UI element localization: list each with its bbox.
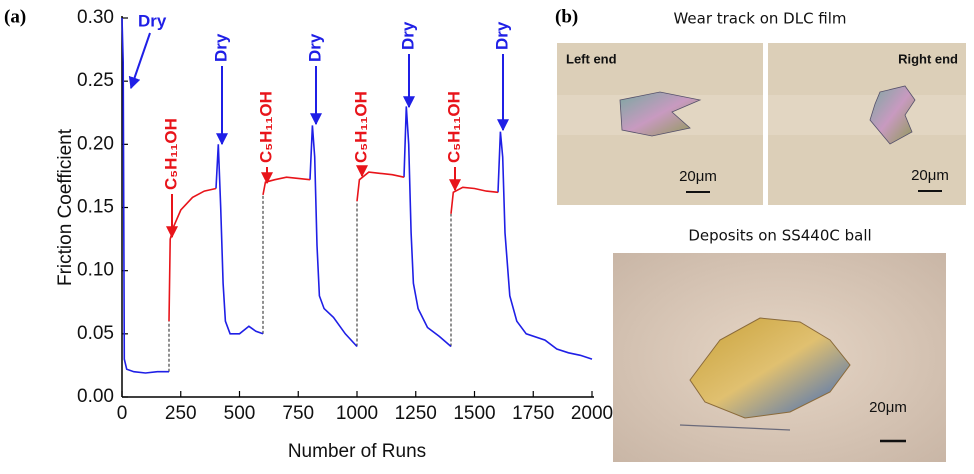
y-axis-label: Friction Coefficient bbox=[55, 128, 76, 286]
x-tick-label: 1250 bbox=[395, 403, 437, 424]
x-tick-label: 1000 bbox=[336, 403, 378, 424]
y-tick-label: 0.00 bbox=[77, 386, 114, 407]
x-tick-label: 2000 bbox=[571, 403, 613, 424]
data-line bbox=[168, 171, 499, 322]
y-tick-label: 0.20 bbox=[77, 133, 114, 154]
y-tick-label: 0.25 bbox=[77, 70, 114, 91]
annotation: C₅H₁₁OH bbox=[161, 118, 180, 190]
x-tick-label: 1750 bbox=[512, 403, 554, 424]
annotation: Dry bbox=[492, 21, 511, 50]
track bbox=[768, 95, 966, 135]
panel-label: (b) bbox=[555, 6, 578, 27]
annotation: C₅H₁₁OH bbox=[351, 91, 370, 163]
data-line bbox=[121, 17, 593, 374]
y-tick-label: 0.15 bbox=[77, 197, 114, 218]
scale-label: 20μm bbox=[911, 167, 949, 184]
annotation-arrow bbox=[128, 32, 151, 90]
x-tick-label: 1500 bbox=[453, 403, 495, 424]
annotation: Dry bbox=[398, 21, 417, 50]
deposit bbox=[689, 317, 851, 419]
wear-debris bbox=[869, 85, 916, 145]
annotation: Dry bbox=[211, 33, 230, 62]
x-tick-label: 0 bbox=[117, 403, 128, 424]
image-label: Left end bbox=[566, 51, 617, 66]
caption: Deposits on SS440C ball bbox=[688, 227, 871, 245]
caption: Wear track on DLC film bbox=[673, 10, 846, 28]
annotation: C₅H₁₁OH bbox=[256, 91, 275, 163]
y-tick-label: 0.30 bbox=[77, 7, 114, 28]
x-tick-label: 750 bbox=[282, 403, 314, 424]
x-tick-label: 250 bbox=[165, 403, 197, 424]
annotation: Dry bbox=[138, 11, 167, 30]
wear-debris bbox=[619, 91, 702, 137]
scratch bbox=[679, 424, 791, 431]
annotation: C₅H₁₁OH bbox=[444, 91, 463, 163]
scale-label: 20μm bbox=[869, 399, 907, 416]
image-label: Right end bbox=[898, 51, 958, 66]
y-tick-label: 0.05 bbox=[77, 323, 114, 344]
x-axis-label: Number of Runs bbox=[288, 441, 426, 462]
y-tick-label: 0.10 bbox=[77, 260, 114, 281]
panel-label: (a) bbox=[4, 6, 26, 27]
x-tick-label: 500 bbox=[224, 403, 256, 424]
annotation: Dry bbox=[305, 33, 324, 62]
plot: 0.00 0.05 0.10 0.15 0.20 0.25 0.30 0 250 500 750 10… bbox=[55, 7, 613, 462]
scale-label: 20μm bbox=[679, 168, 717, 185]
